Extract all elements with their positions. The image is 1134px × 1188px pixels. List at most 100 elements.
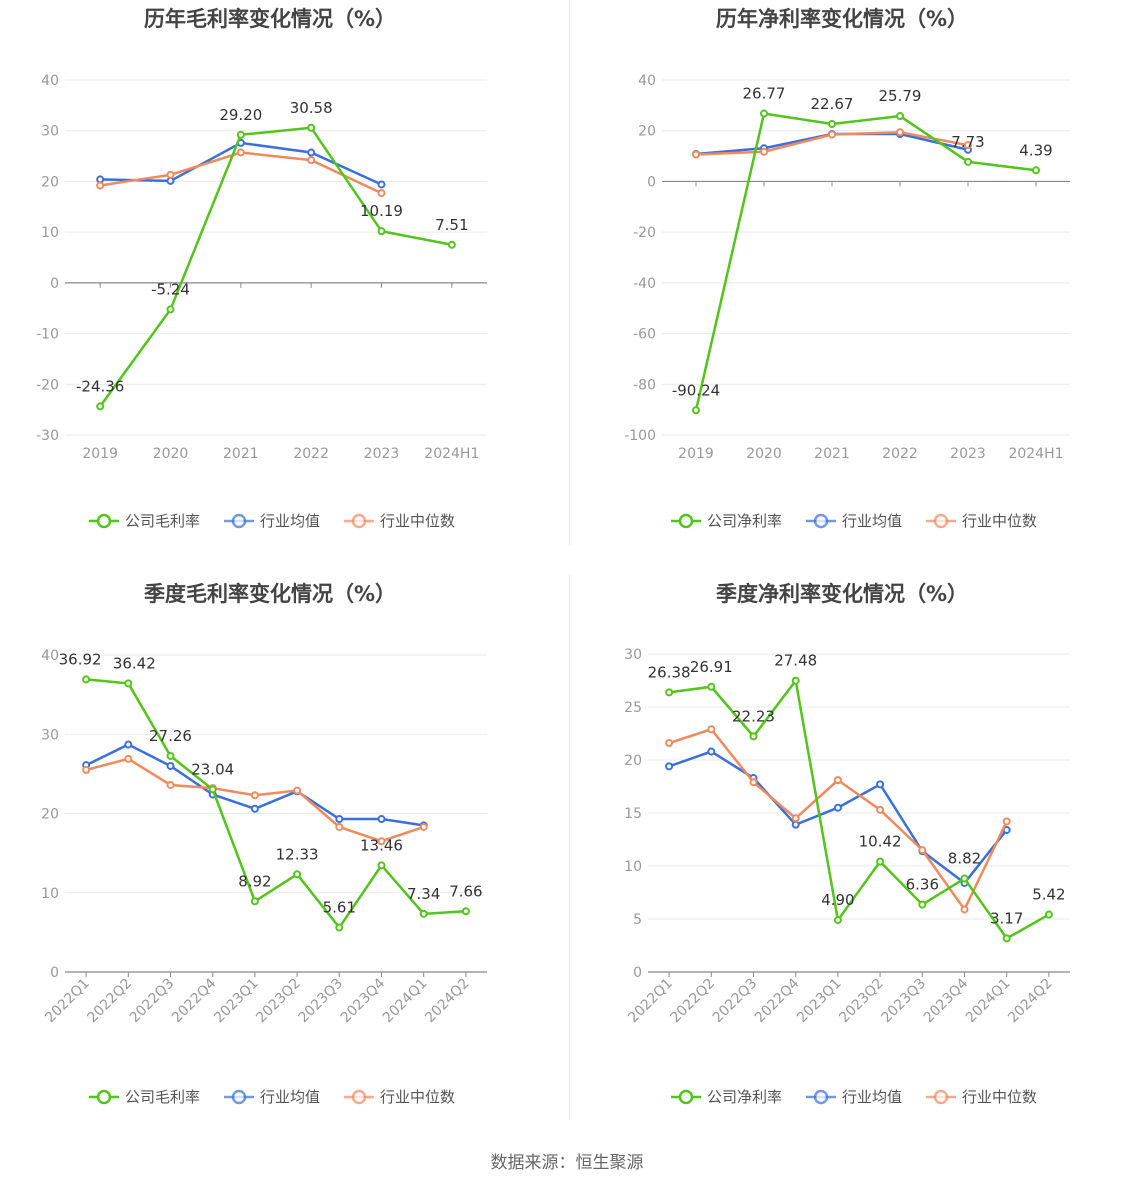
y-tick-label: 40: [41, 73, 59, 89]
x-tick-label: 2023Q3: [296, 976, 347, 1027]
x-tick-label: 2023: [950, 446, 986, 462]
data-point-avg: [307, 148, 316, 157]
legend-item: 行业中位数: [926, 512, 1037, 530]
chart-title: 季度净利率变化情况（%）: [716, 582, 968, 606]
data-point-company: [236, 130, 245, 139]
data-point-median: [307, 156, 316, 165]
data-point-company: [960, 874, 969, 883]
data-point-company: [447, 240, 456, 249]
legend-label: 行业中位数: [380, 1088, 455, 1106]
data-point-company: [166, 305, 175, 314]
data-label: 26.77: [743, 85, 786, 103]
data-point-median: [749, 778, 758, 787]
data-label: 3.17: [990, 909, 1023, 927]
data-point-median: [377, 837, 386, 846]
data-point-median: [166, 780, 175, 789]
y-tick-label: -80: [633, 377, 656, 393]
data-point-company: [828, 119, 836, 128]
legend-item: 公司净利率: [671, 512, 782, 530]
x-tick-label: 2023Q2: [253, 976, 304, 1027]
data-label: 26.91: [690, 658, 733, 676]
legend-label: 行业中位数: [962, 512, 1037, 530]
data-point-company: [307, 123, 316, 132]
data-label: 7.73: [951, 133, 984, 151]
data-point-avg: [250, 804, 259, 813]
y-tick-label: 40: [41, 648, 59, 664]
series-line-company: [694, 112, 1037, 411]
y-tick-label: 10: [41, 886, 59, 902]
legend-item: 公司毛利率: [89, 1088, 200, 1106]
y-tick-label: -20: [36, 377, 59, 393]
legend-marker: [678, 513, 694, 529]
legend-marker: [231, 513, 247, 529]
data-point-median: [419, 822, 428, 831]
chart-title: 季度毛利率变化情况（%）: [144, 582, 396, 606]
x-tick-label: 2020: [153, 446, 189, 462]
data-point-company: [1044, 910, 1053, 919]
data-label: 8.92: [238, 872, 271, 890]
x-tick-label: 2022Q3: [710, 976, 761, 1027]
data-point-avg: [166, 761, 175, 770]
y-tick-label: -30: [36, 428, 59, 444]
data-point-median: [665, 739, 674, 748]
data-point-median: [293, 786, 302, 795]
data-point-company: [918, 900, 927, 909]
x-tick-label: 2019: [678, 446, 714, 462]
data-source-footer: 数据来源：恒生聚源: [490, 1153, 644, 1173]
data-point-median: [335, 822, 344, 831]
chart-title: 历年净利率变化情况（%）: [716, 7, 968, 31]
data-point-company: [749, 732, 758, 741]
legend-marker: [813, 513, 829, 529]
data-point-company: [208, 785, 217, 794]
data-point-company: [1002, 934, 1011, 943]
legend-label: 行业均值: [842, 512, 902, 530]
data-label: 27.48: [774, 652, 817, 670]
legend-marker: [96, 1089, 112, 1105]
x-tick-label: 2024Q1: [380, 976, 431, 1027]
series-line-company: [668, 677, 1050, 941]
x-tick-label: 2024H1: [424, 446, 479, 462]
data-label: 36.92: [59, 650, 102, 668]
legend-label: 行业均值: [842, 1088, 902, 1106]
y-tick-label: 30: [41, 727, 59, 743]
data-label: 26.38: [648, 663, 691, 681]
legend-label: 行业均值: [260, 512, 320, 530]
data-label: 36.42: [113, 654, 156, 672]
data-label: 25.79: [879, 87, 922, 105]
x-tick-label: 2022Q4: [169, 975, 220, 1026]
data-point-avg: [791, 820, 800, 829]
data-point-avg: [876, 780, 885, 789]
y-tick-label: 40: [638, 73, 656, 89]
data-point-avg: [707, 747, 716, 756]
x-tick-label: 2024H1: [1008, 446, 1063, 462]
data-point-company: [377, 861, 386, 870]
data-label: 8.82: [948, 850, 981, 868]
x-tick-label: 2021: [223, 446, 259, 462]
x-tick-label: 2023Q2: [836, 976, 887, 1027]
x-tick-label: 2022Q2: [668, 976, 719, 1027]
legend-marker: [933, 1089, 949, 1105]
legend-item: 行业均值: [806, 512, 902, 530]
legend-label: 公司净利率: [707, 512, 782, 530]
chart-title: 历年毛利率变化情况（%）: [144, 7, 396, 31]
y-tick-label: -40: [633, 276, 656, 292]
data-point-company: [124, 679, 133, 688]
data-point-avg: [335, 815, 344, 824]
x-tick-label: 2022Q3: [127, 976, 178, 1027]
data-point-company: [833, 916, 842, 925]
legend-item: 行业中位数: [344, 1088, 455, 1106]
data-point-median: [896, 128, 904, 137]
data-label: 22.67: [811, 95, 854, 113]
data-label: 29.20: [219, 106, 262, 124]
legend-label: 公司毛利率: [125, 1088, 200, 1106]
data-point-avg: [833, 803, 842, 812]
data-point-median: [760, 147, 768, 156]
y-tick-label: 15: [624, 806, 642, 822]
x-tick-label: 2023Q4: [338, 975, 389, 1026]
x-tick-label: 2024Q1: [963, 976, 1014, 1027]
data-point-company: [293, 870, 302, 879]
data-point-company: [791, 676, 800, 685]
data-point-median: [707, 725, 716, 734]
data-point-avg: [377, 815, 386, 824]
legend-item: 行业均值: [224, 1088, 320, 1106]
